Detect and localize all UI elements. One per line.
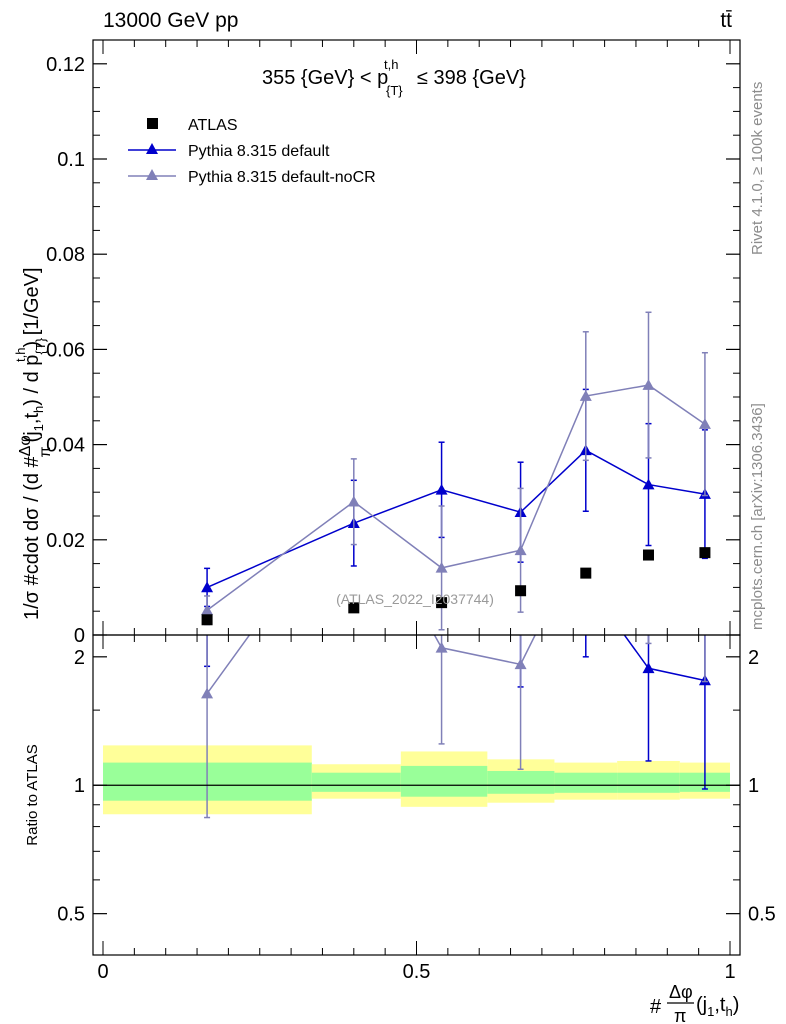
- ratio-y-tick-label: 0.5: [57, 904, 85, 926]
- data-point-triangle: [435, 561, 448, 573]
- svg-text:1/σ #cdot dσ / (d #Δφπ(j1,th): 1/σ #cdot dσ / (d #Δφ π (j1,th) / d p{T} t,…: [13, 267, 54, 620]
- data-point-atlas: [580, 567, 592, 579]
- analysis-watermark: (ATLAS_2022_I2037744): [336, 591, 494, 607]
- data-point-triangle: [642, 478, 655, 490]
- series-line-2: [206, 384, 706, 611]
- xlabel-part-c: ,t: [714, 994, 726, 1016]
- main-ylabel: 1/σ #cdot dσ / (d #Δφ π (j1,th) / d p{T} t,…: [13, 267, 54, 620]
- plot-title-sup: t,h: [384, 57, 398, 72]
- ylabel-sup-th: t,h: [13, 348, 28, 362]
- ratio-band-green: [400, 765, 488, 797]
- ratio-bands: [103, 745, 730, 815]
- y-tick-label: 0.1: [57, 149, 85, 171]
- xlabel-part-d: ): [733, 994, 740, 1016]
- legend-label-nocr: Pythia 8.315 default-noCR: [188, 169, 376, 186]
- plot-title-sub: {T}: [386, 83, 403, 98]
- legend-label-default: Pythia 8.315 default: [188, 143, 330, 160]
- data-point-triangle: [579, 390, 592, 401]
- svg-text:(j1,th): (j1,th): [696, 994, 739, 1019]
- xlabel-sub-1: 1: [707, 1004, 714, 1019]
- series-line-1: [206, 449, 706, 589]
- y-tick-label: 0.12: [46, 54, 85, 76]
- legend: ATLAS Pythia 8.315 default Pythia 8.315 …: [128, 117, 376, 186]
- legend-label-atlas: ATLAS: [188, 117, 238, 134]
- ylabel-frac-num: Δφ: [17, 435, 34, 456]
- data-point-triangle: [201, 581, 214, 593]
- plot-title-part-a: 355 {GeV} < p: [262, 67, 388, 89]
- ylabel-frac-den: π: [37, 446, 54, 457]
- ratio-y-tick-label-right: 2: [748, 647, 759, 669]
- xlabel-frac-num: Δφ: [669, 982, 693, 1002]
- svg-text:355 {GeV} < p: 355 {GeV} < p: [262, 67, 388, 89]
- y-tick-label: 0.08: [46, 244, 85, 266]
- ratio-y-tick-label-right: 1: [748, 775, 759, 797]
- data-point-triangle: [642, 379, 655, 390]
- y-tick-label: 0.06: [46, 339, 85, 361]
- xlabel-part-b: (j: [696, 994, 707, 1016]
- legend-marker-default: [146, 143, 158, 154]
- legend-marker-nocr: [146, 169, 158, 180]
- data-point-triangle: [698, 418, 711, 429]
- data-point-triangle: [435, 483, 448, 495]
- legend-marker-atlas: [147, 118, 158, 129]
- ratio-point-triangle: [580, 527, 592, 538]
- data-point-atlas: [436, 597, 448, 609]
- data-point-atlas: [201, 614, 213, 626]
- ylabel-sub-h: h: [31, 406, 46, 413]
- data-point-atlas: [699, 547, 711, 559]
- x-tick-label: 0: [97, 961, 108, 983]
- xlabel-part-a: #: [650, 996, 662, 1018]
- data-point-triangle: [514, 544, 527, 556]
- ratio-ylabel: Ratio to ATLAS: [24, 744, 41, 845]
- ratio-point-triangle: [435, 641, 448, 653]
- rivet-label: Rivet 4.1.0, ≥ 100k events: [749, 82, 766, 255]
- xlabel-sub-h: h: [725, 1004, 732, 1019]
- x-tick-label: 1: [724, 961, 735, 983]
- ratio-series: [201, 527, 711, 819]
- ratio-y-tick-label: 1: [74, 775, 85, 797]
- ratio-band-green: [487, 770, 555, 794]
- ylabel-part-c: ,t: [21, 413, 43, 425]
- data-point-triangle: [201, 604, 214, 616]
- axes: 0 0.02 0.04 0.06 0.08 0.1 0.12 0 0.5 1 0.5 0.5 1 1 2 2: [46, 40, 776, 983]
- main-series: [201, 311, 711, 631]
- ratio-point-triangle: [201, 687, 214, 699]
- xlabel-frac-den: π: [674, 1006, 686, 1024]
- ylabel-part-d: ) / d p: [21, 355, 43, 406]
- ylabel-sub-1: 1: [31, 424, 46, 431]
- header-left: 13000 GeV pp: [103, 9, 238, 32]
- ylabel-part-b: (j: [21, 431, 43, 442]
- xlabel: # Δφ π (j1,th): [650, 982, 739, 1024]
- y-tick-label: 0.04: [46, 435, 85, 457]
- ylabel-sub-T: {T}: [33, 337, 48, 354]
- ratio-point-triangle: [514, 658, 527, 670]
- ratio-y-tick-label-right: 0.5: [748, 904, 776, 926]
- plot-title-part-b: ≤ 398 {GeV}: [417, 67, 526, 89]
- header-right: tt̄: [720, 9, 732, 32]
- ratio-point-triangle: [642, 570, 654, 581]
- data-point-atlas: [515, 585, 527, 597]
- data-point-triangle: [347, 495, 360, 507]
- x-tick-label: 0.5: [403, 961, 431, 983]
- plot-title: 355 {GeV} < p t,h {T} ≤ 398 {GeV}: [262, 57, 526, 98]
- ylabel-part-e: ) [1/GeV]: [21, 267, 43, 347]
- ratio-point-triangle: [699, 602, 711, 613]
- mcplots-label: mcplots.cern.ch [arXiv:1306.3436]: [749, 403, 766, 630]
- ratio-y-tick-label: 2: [74, 647, 85, 669]
- ratio-point-triangle: [642, 662, 655, 674]
- ratio-band-green: [617, 772, 680, 793]
- ylabel-part-a: 1/σ #cdot dσ / (d #: [21, 455, 43, 620]
- y-tick-label: 0.02: [46, 530, 85, 552]
- y-tick-label: 0: [74, 625, 85, 647]
- ratio-band-green: [554, 772, 618, 793]
- ratio-band-green: [311, 772, 401, 792]
- data-point-atlas: [642, 549, 654, 561]
- data-point-atlas: [348, 602, 360, 614]
